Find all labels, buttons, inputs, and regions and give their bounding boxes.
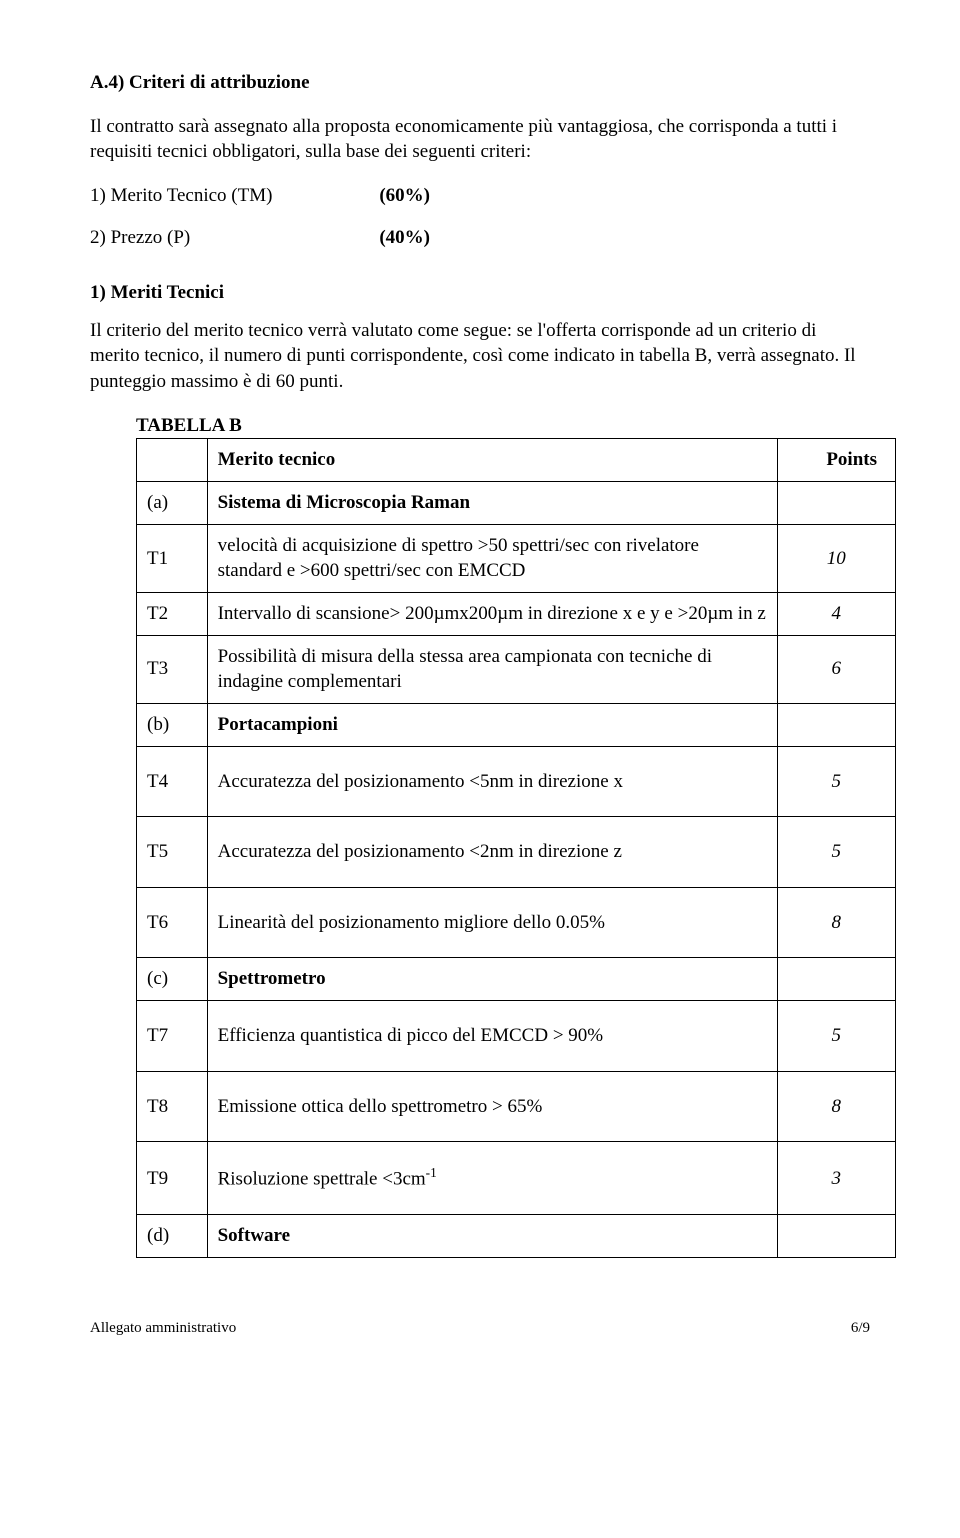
header-points: Points	[777, 439, 895, 482]
row-d-desc: Software	[207, 1215, 777, 1258]
row-t4-pts: 5	[777, 746, 895, 817]
row-t7-id: T7	[137, 1001, 208, 1072]
row-a-pts	[777, 482, 895, 525]
header-merito: Merito tecnico	[207, 439, 777, 482]
row-t2-id: T2	[137, 592, 208, 635]
tabella-b: Merito tecnico Points (a) Sistema di Mic…	[136, 438, 896, 1258]
row-t4-desc: Accuratezza del posizionamento <5nm in d…	[207, 746, 777, 817]
row-t5-id: T5	[137, 817, 208, 888]
criterion-2-label: 2) Prezzo (P)	[90, 225, 190, 251]
footer-left: Allegato amministrativo	[90, 1318, 236, 1338]
footer-right: 6/9	[851, 1318, 870, 1338]
row-t9-desc: Risoluzione spettrale <3cm-1	[207, 1142, 777, 1215]
row-t8-pts: 8	[777, 1071, 895, 1142]
row-t3-desc: Possibilità di misura della stessa area …	[207, 635, 777, 703]
row-t9-id: T9	[137, 1142, 208, 1215]
row-b-id: (b)	[137, 703, 208, 746]
meriti-body: Il criterio del merito tecnico verrà val…	[90, 318, 870, 395]
row-t5-desc: Accuratezza del posizionamento <2nm in d…	[207, 817, 777, 888]
row-c-pts	[777, 958, 895, 1001]
row-t7-desc: Efficienza quantistica di picco del EMCC…	[207, 1001, 777, 1072]
criterion-1-value: (60%)	[379, 183, 430, 209]
row-t2-pts: 4	[777, 592, 895, 635]
header-empty	[137, 439, 208, 482]
row-t5-pts: 5	[777, 817, 895, 888]
row-d-pts	[777, 1215, 895, 1258]
row-b-pts	[777, 703, 895, 746]
row-t7-pts: 5	[777, 1001, 895, 1072]
row-t4-id: T4	[137, 746, 208, 817]
row-c-desc: Spettrometro	[207, 958, 777, 1001]
row-d-id: (d)	[137, 1215, 208, 1258]
row-a-id: (a)	[137, 482, 208, 525]
row-t3-id: T3	[137, 635, 208, 703]
row-a-desc: Sistema di Microscopia Raman	[207, 482, 777, 525]
row-t6-id: T6	[137, 887, 208, 958]
row-t1-desc: velocità di acquisizione di spettro >50 …	[207, 524, 777, 592]
row-t2-desc: Intervallo di scansione> 200µmx200µm in …	[207, 592, 777, 635]
meriti-heading: 1) Meriti Tecnici	[90, 280, 870, 306]
row-t1-pts: 10	[777, 524, 895, 592]
row-c-id: (c)	[137, 958, 208, 1001]
row-t3-pts: 6	[777, 635, 895, 703]
row-t6-pts: 8	[777, 887, 895, 958]
criterion-1-label: 1) Merito Tecnico (TM)	[90, 183, 272, 209]
tabella-b-label: TABELLA B	[136, 413, 870, 439]
section-title: A.4) Criteri di attribuzione	[90, 70, 870, 96]
row-t6-desc: Linearità del posizionamento migliore de…	[207, 887, 777, 958]
criterion-2-value: (40%)	[379, 225, 430, 251]
row-t1-id: T1	[137, 524, 208, 592]
row-t9-pts: 3	[777, 1142, 895, 1215]
intro-paragraph: Il contratto sarà assegnato alla propost…	[90, 114, 870, 165]
row-b-desc: Portacampioni	[207, 703, 777, 746]
row-t8-id: T8	[137, 1071, 208, 1142]
row-t8-desc: Emissione ottica dello spettrometro > 65…	[207, 1071, 777, 1142]
